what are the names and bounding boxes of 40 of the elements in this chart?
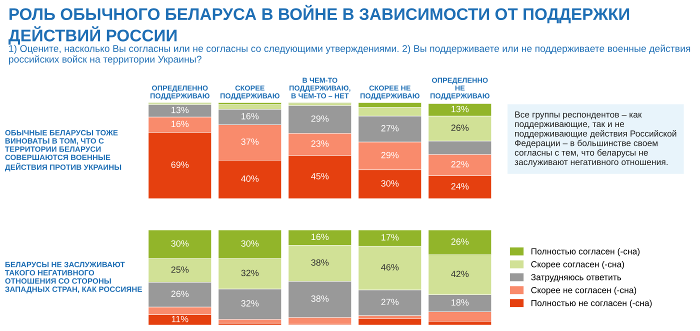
data-label: 16% [242, 113, 259, 120]
legend-label: Затрудняюсь ответить [531, 274, 622, 282]
data-label: 29% [311, 115, 329, 122]
data-label: 30% [241, 240, 259, 247]
chart-subtitle: 1) Оцените, насколько Вы согласны или не согласны со следующими утверждениями. 2) Вы поддерживаете или не поддерживаете военные действия российских войск на территории Украины? [9, 44, 690, 65]
chart-title: РОЛЬ ОБЫЧНОГО БЕЛАРУСА В ВОЙНЕ В ЗАВИСИМОСТИ ОТ ПОДДЕРЖКИ ДЕЙСТВИЙ РОССИИ [8, 4, 630, 45]
data-label: 16% [172, 120, 189, 128]
data-label: 30% [381, 180, 399, 187]
text: Все группы респондентов – как поддерживающие, так и не поддерживающие действия Российской Федерации – в большинстве своем согласны с тем, что беларусы не заслуживают негативного отношения. [514, 112, 676, 167]
data-label: 24% [451, 183, 469, 190]
data-label: 29% [381, 152, 399, 158]
data-label: 26% [451, 124, 469, 131]
data-label: 40% [241, 175, 259, 182]
data-label: 32% [241, 300, 259, 307]
data-label: 37% [241, 138, 259, 145]
data-label: 42% [451, 270, 469, 278]
data-label: 69% [171, 162, 189, 168]
data-label: 23% [311, 140, 329, 147]
data-label: 38% [311, 259, 329, 266]
data-label: 26% [451, 238, 469, 245]
data-label: 38% [311, 295, 329, 302]
legend-label: Полностью не согласен (-сна) [531, 300, 652, 308]
legend-label: Скорее не согласен (-сна) [531, 286, 636, 295]
data-label: 11% [172, 316, 188, 322]
data-label: 18% [452, 299, 469, 306]
data-label: 46% [381, 264, 399, 270]
data-label: 27% [381, 298, 399, 306]
data-label: 32% [241, 270, 259, 276]
data-label: 16% [312, 234, 329, 240]
data-label: 26% [171, 290, 189, 298]
data-label: 17% [382, 234, 399, 241]
data-label: 13% [172, 106, 189, 114]
legend-label: Полностью согласен (-сна) [531, 248, 640, 256]
data-label: 25% [171, 266, 189, 273]
data-label: 45% [311, 173, 329, 180]
data-label: 22% [451, 161, 469, 168]
data-label: 30% [171, 240, 189, 247]
legend-label: Скорее согласен (-сна) [531, 260, 624, 270]
data-label: 13% [452, 106, 469, 112]
data-label: 27% [381, 125, 399, 132]
